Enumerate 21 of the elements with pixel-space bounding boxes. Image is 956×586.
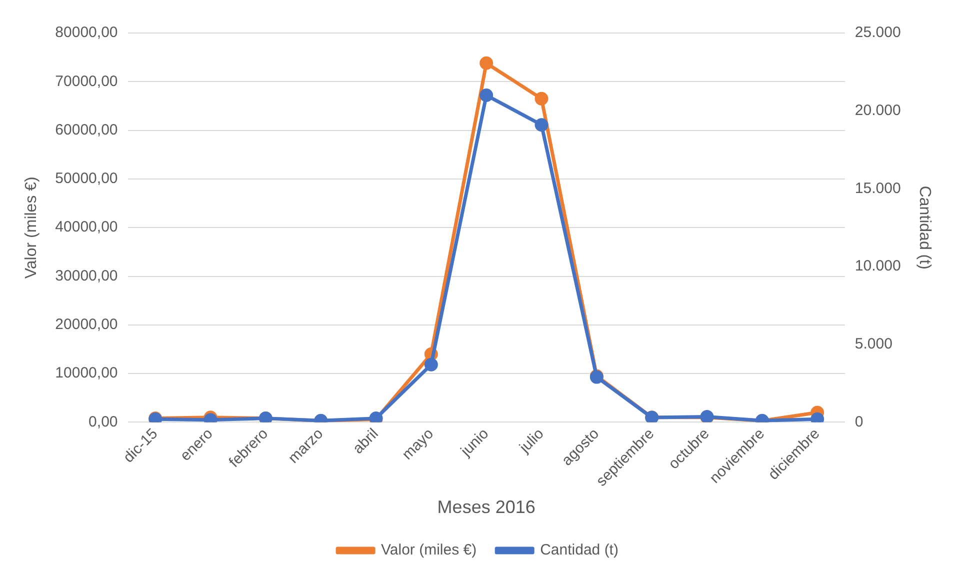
y-tick-label: 10000,00 (55, 364, 118, 382)
y2-tick-label: 20.000 (854, 102, 901, 119)
y2-tick-label: 5.000 (854, 336, 892, 353)
y-tick-label: 40000,00 (55, 218, 118, 236)
y2-tick-label: 10.000 (854, 258, 901, 275)
y2-axis-title: Cantidad (t) (916, 186, 933, 270)
y-tick-label: 80000,00 (55, 24, 118, 42)
x-tick-label: julio (516, 425, 548, 457)
y2-tick-label: 15.000 (854, 180, 901, 197)
y-tick-label: 70000,00 (55, 72, 118, 90)
x-axis-title: Meses 2016 (437, 497, 536, 518)
legend-label: Cantidad (t) (540, 542, 618, 559)
y-tick-label: 20000,00 (55, 316, 118, 334)
y-tick-label: 30000,00 (55, 267, 118, 284)
y2-tick-label: 25.000 (854, 24, 901, 42)
y-tick-label: 50000,00 (55, 170, 118, 188)
y-tick-label: 60000,00 (55, 121, 118, 138)
y-axis-title: Valor (miles €) (23, 176, 40, 279)
y2-tick-label: 0 (854, 413, 864, 430)
legend-label: Valor (miles €) (381, 542, 477, 559)
y-tick-label: 0,00 (88, 413, 118, 430)
